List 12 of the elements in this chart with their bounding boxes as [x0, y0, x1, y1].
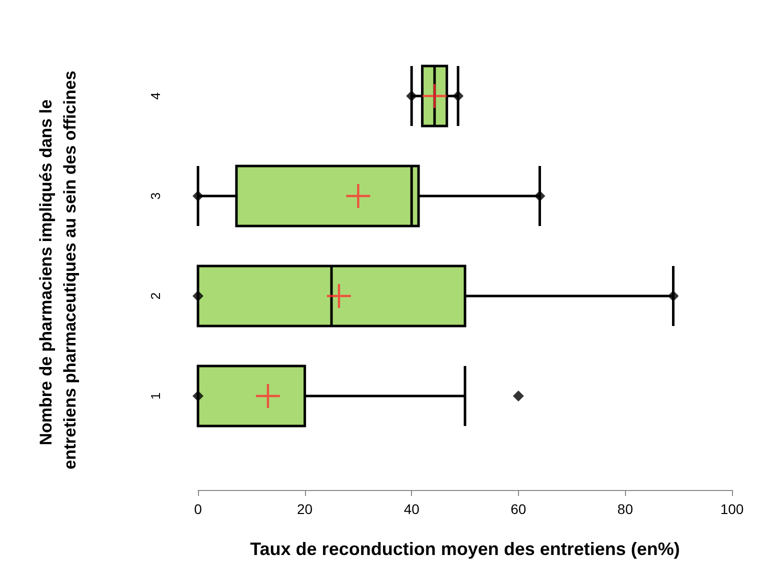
y-tick-label: 3 — [148, 192, 163, 200]
x-tick-label: 80 — [617, 501, 634, 517]
y-tick-label: 1 — [148, 392, 163, 400]
x-tick-label: 20 — [297, 501, 313, 517]
y-axis-title: Nombre de pharmaciens impliqués dans le entretiens pharmaceutiques au sein des officines — [36, 70, 80, 470]
x-tick-label: 0 — [194, 501, 202, 517]
y-tick-label: 2 — [148, 292, 163, 300]
y-tick-label: 4 — [148, 92, 163, 100]
x-tick-label: 100 — [720, 501, 744, 517]
x-tick-label: 60 — [510, 501, 526, 517]
x-tick-label: 40 — [404, 501, 420, 517]
x-axis-title: Taux de reconduction moyen des entretiens (en%) — [250, 539, 680, 559]
